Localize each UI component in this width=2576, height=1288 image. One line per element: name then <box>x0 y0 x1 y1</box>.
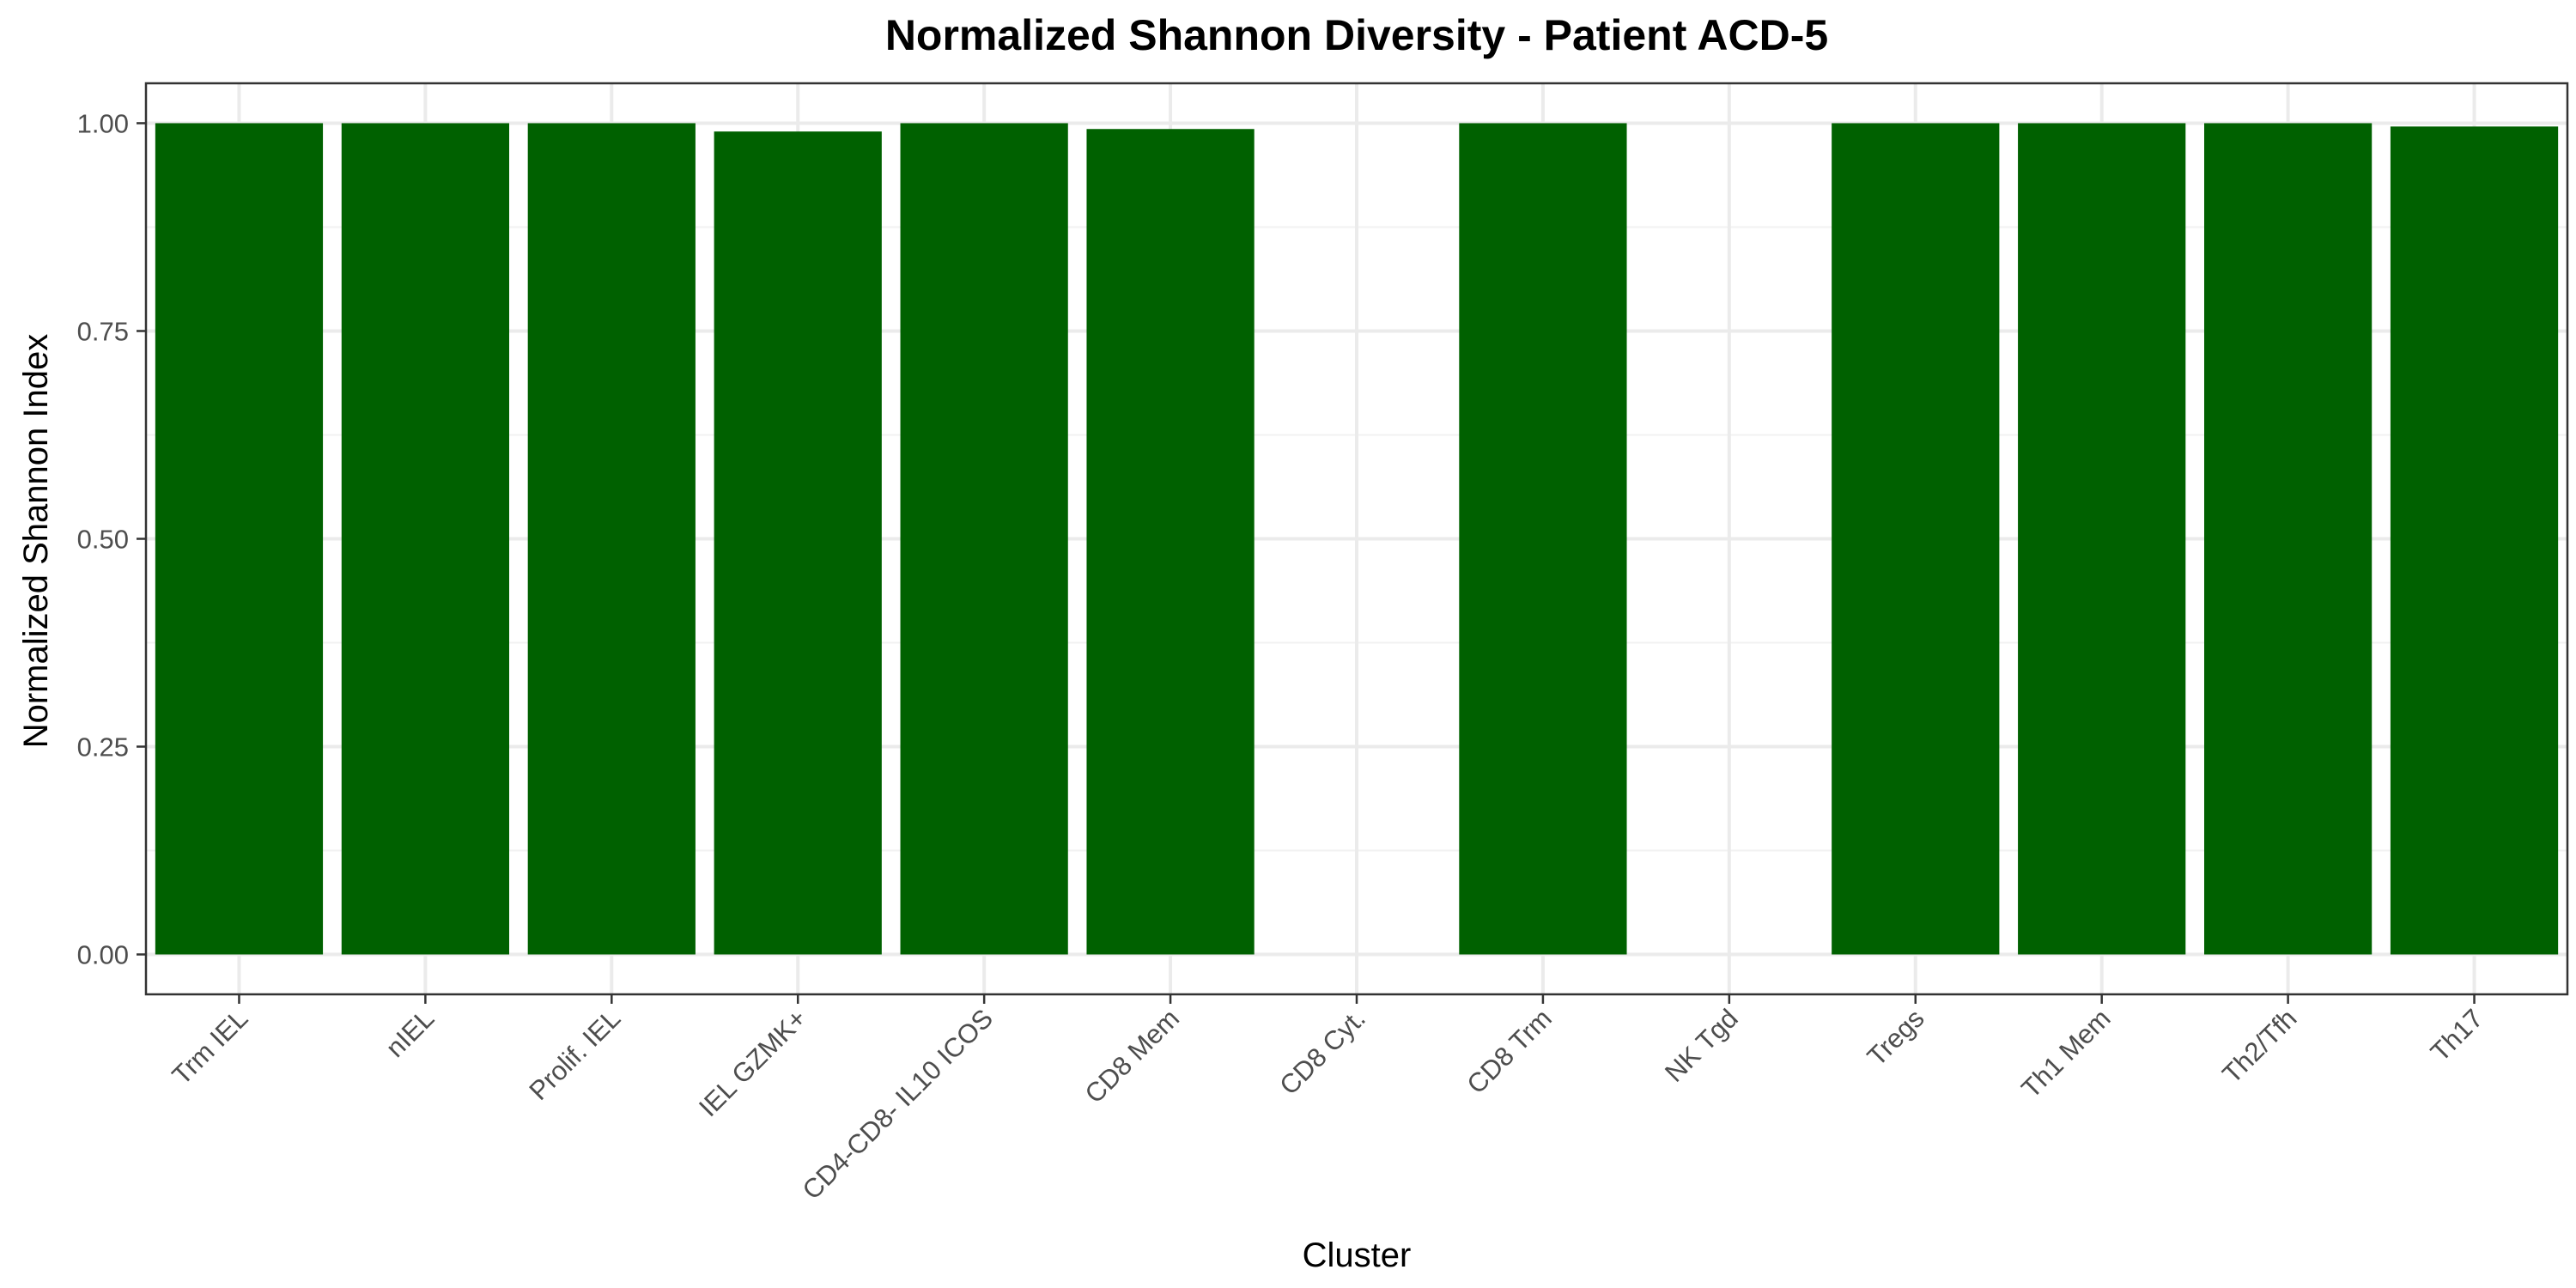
bar <box>527 123 696 955</box>
x-axis-title: Cluster <box>1303 1236 1412 1274</box>
bar <box>155 123 324 955</box>
bar <box>900 123 1068 955</box>
bar <box>1459 123 1627 955</box>
bar <box>2204 123 2372 955</box>
bar <box>1832 123 2000 955</box>
y-tick-label: 1.00 <box>77 108 129 138</box>
bars <box>155 123 2559 955</box>
y-tick-label: 0.50 <box>77 525 129 555</box>
y-tick-label: 0.00 <box>77 940 129 970</box>
y-tick-label: 0.25 <box>77 732 129 762</box>
bar <box>2390 126 2559 955</box>
y-tick-label: 0.75 <box>77 316 129 346</box>
bar <box>2018 123 2186 955</box>
y-axis: 0.00 0.25 0.50 0.75 1.00 <box>77 108 146 970</box>
y-axis-title: Normalized Shannon Index <box>17 334 55 749</box>
bar <box>714 131 882 955</box>
bar <box>1086 129 1255 955</box>
chart-title: Normalized Shannon Diversity - Patient A… <box>885 11 1828 59</box>
bar <box>341 123 509 955</box>
